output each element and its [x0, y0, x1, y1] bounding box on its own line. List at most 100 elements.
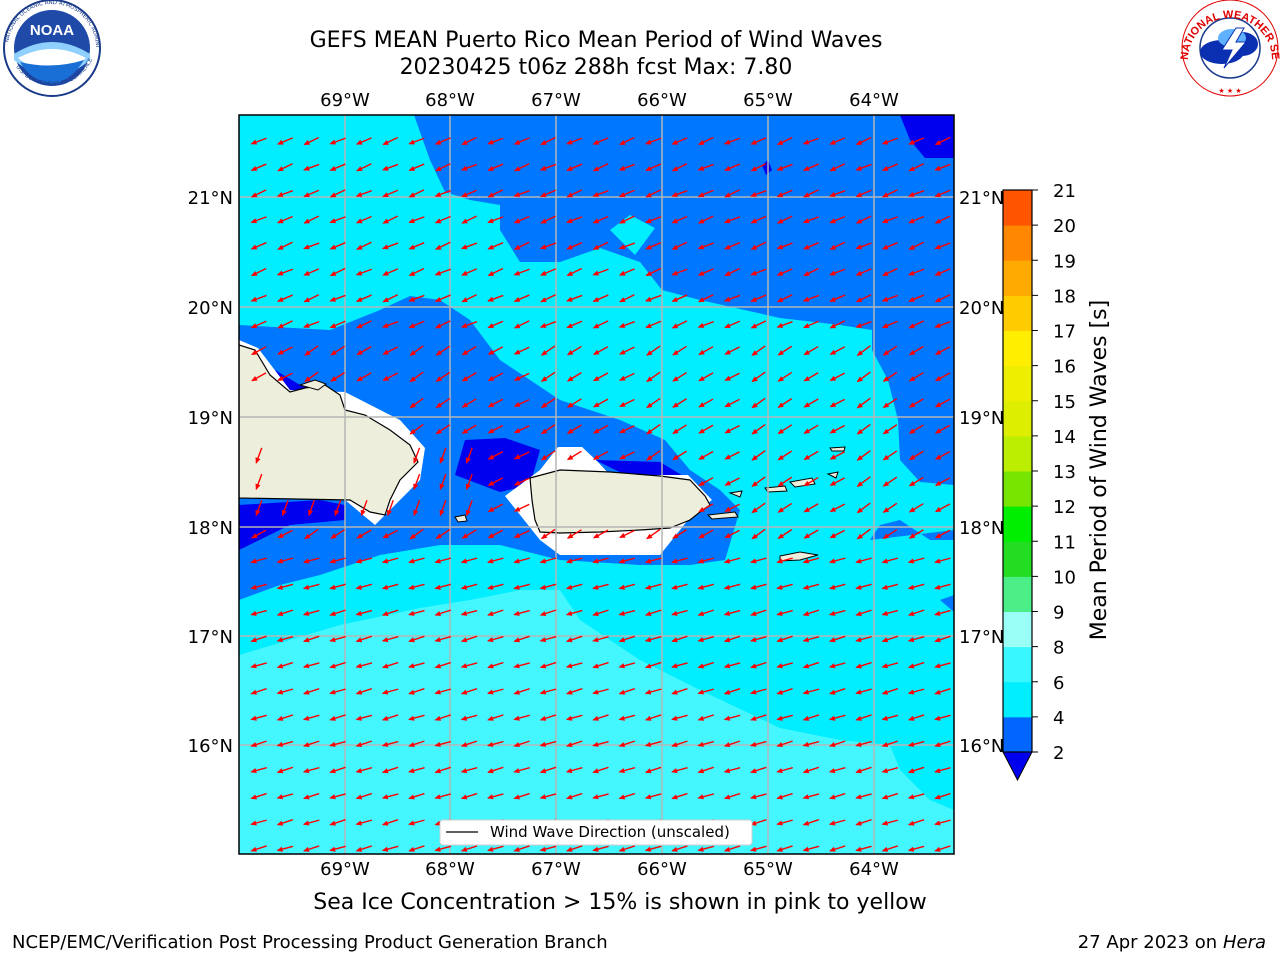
colorbar-bin [1003, 330, 1032, 367]
wave-direction-arrow [540, 450, 556, 461]
wave-direction-arrow [540, 345, 556, 356]
wave-direction-arrow [355, 792, 373, 800]
wave-direction-arrow [539, 583, 557, 590]
wave-direction-arrow [750, 583, 767, 590]
wave-direction-arrow [802, 793, 820, 800]
lon-label-top: 66°W [637, 90, 687, 111]
wave-direction-arrow [644, 766, 662, 774]
wave-direction-arrow [302, 557, 320, 564]
land-islet [454, 514, 468, 523]
wave-direction-arrow [777, 424, 793, 435]
wave-direction-arrow [934, 609, 951, 616]
wave-direction-arrow [381, 714, 399, 721]
wave-direction-arrow [434, 583, 452, 590]
wave-direction-arrow [382, 136, 398, 146]
wave-direction-arrow [539, 793, 557, 800]
wave-direction-arrow [460, 163, 478, 171]
wave-direction-arrow [592, 688, 609, 695]
wave-direction-arrow [777, 502, 793, 513]
wave-direction-arrow [329, 636, 346, 643]
wave-direction-arrow [881, 137, 898, 145]
wave-direction-arrow [803, 398, 819, 408]
wave-direction-arrow [435, 398, 451, 408]
colorbar-bin [1003, 716, 1032, 753]
wave-direction-arrow [724, 189, 740, 198]
wave-direction-arrow [434, 190, 451, 197]
wave-direction-arrow [276, 688, 294, 695]
wave-direction-arrow [645, 294, 662, 302]
wave-direction-arrow [776, 189, 793, 198]
wave-direction-arrow [697, 793, 715, 800]
wave-direction-arrow [539, 557, 557, 564]
wave-direction-arrow [723, 137, 741, 145]
wave-direction-arrow [750, 294, 767, 302]
wave-direction-arrow [434, 215, 451, 224]
wave-direction-arrow [828, 583, 846, 590]
wave-direction-arrow [855, 714, 872, 721]
wave-direction-arrow [724, 267, 740, 277]
wave-direction-arrow [434, 609, 451, 616]
wave-direction-arrow [408, 294, 425, 302]
wave-direction-arrow [934, 424, 951, 434]
wave-direction-arrow [355, 819, 373, 826]
wave-direction-arrow [882, 189, 898, 198]
land-culebra [728, 490, 743, 498]
wave-direction-arrow [672, 529, 687, 539]
wave-direction-arrow [803, 476, 819, 487]
wave-direction-arrow [619, 294, 635, 303]
wave-direction-arrow [724, 424, 740, 434]
wave-direction-arrow [934, 189, 951, 198]
wave-direction-arrow [303, 294, 320, 303]
map-frame [238, 114, 955, 855]
wave-direction-arrow [302, 583, 320, 590]
wave-direction-arrow [276, 636, 294, 643]
wave-direction-arrow [539, 163, 557, 171]
wave-direction-arrow [565, 714, 583, 721]
wave-direction-arrow [750, 766, 767, 774]
wave-direction-arrow [619, 372, 635, 381]
wave-direction-arrow [487, 216, 504, 224]
wave-direction-arrow [461, 268, 478, 276]
wave-direction-arrow [697, 268, 714, 276]
colorbar-label: Mean Period of Wind Waves [s] [1087, 300, 1112, 640]
wave-direction-arrow [908, 268, 925, 276]
wave-direction-arrow [855, 845, 872, 852]
wave-direction-arrow [724, 320, 741, 329]
wave-direction-arrow [671, 583, 688, 590]
wave-direction-arrow [276, 740, 294, 747]
wave-direction-arrow [355, 215, 372, 224]
wave-direction-arrow [381, 688, 399, 695]
wave-direction-arrow [593, 346, 609, 356]
map-area [239, 115, 954, 854]
wave-direction-arrow [803, 503, 819, 513]
wave-direction-arrow [408, 583, 425, 590]
wave-direction-arrow [435, 529, 451, 539]
wave-direction-arrow [409, 397, 424, 409]
lon-label-top: 69°W [320, 90, 370, 111]
lat-label-right: 17°N [959, 627, 1004, 648]
field-period-2-4 [610, 215, 655, 255]
wave-direction-arrow [487, 661, 504, 669]
wave-direction-arrow [408, 714, 425, 721]
wave-direction-arrow [276, 793, 294, 800]
lat-label-right: 18°N [959, 518, 1004, 539]
wave-direction-arrow [408, 267, 425, 277]
wave-direction-arrow [513, 346, 530, 355]
wave-direction-arrow [329, 583, 346, 590]
wave-direction-arrow [329, 609, 346, 616]
wave-direction-arrow [355, 609, 373, 616]
wave-direction-arrow [513, 740, 530, 747]
wave-direction-arrow [250, 819, 267, 826]
wave-direction-arrow [281, 500, 289, 517]
colorbar-bin [1003, 611, 1032, 648]
wave-direction-arrow [644, 583, 662, 590]
wave-direction-arrow [908, 372, 924, 382]
wave-direction-arrow [255, 500, 263, 517]
wave-direction-arrow [723, 557, 741, 564]
wave-direction-arrow [697, 688, 715, 695]
wave-direction-arrow [644, 636, 662, 643]
wave-direction-arrow [908, 190, 925, 197]
wave-direction-arrow [592, 163, 609, 172]
map-legend: Wind Wave Direction (unscaled) [439, 819, 753, 846]
wave-direction-arrow [566, 845, 583, 852]
